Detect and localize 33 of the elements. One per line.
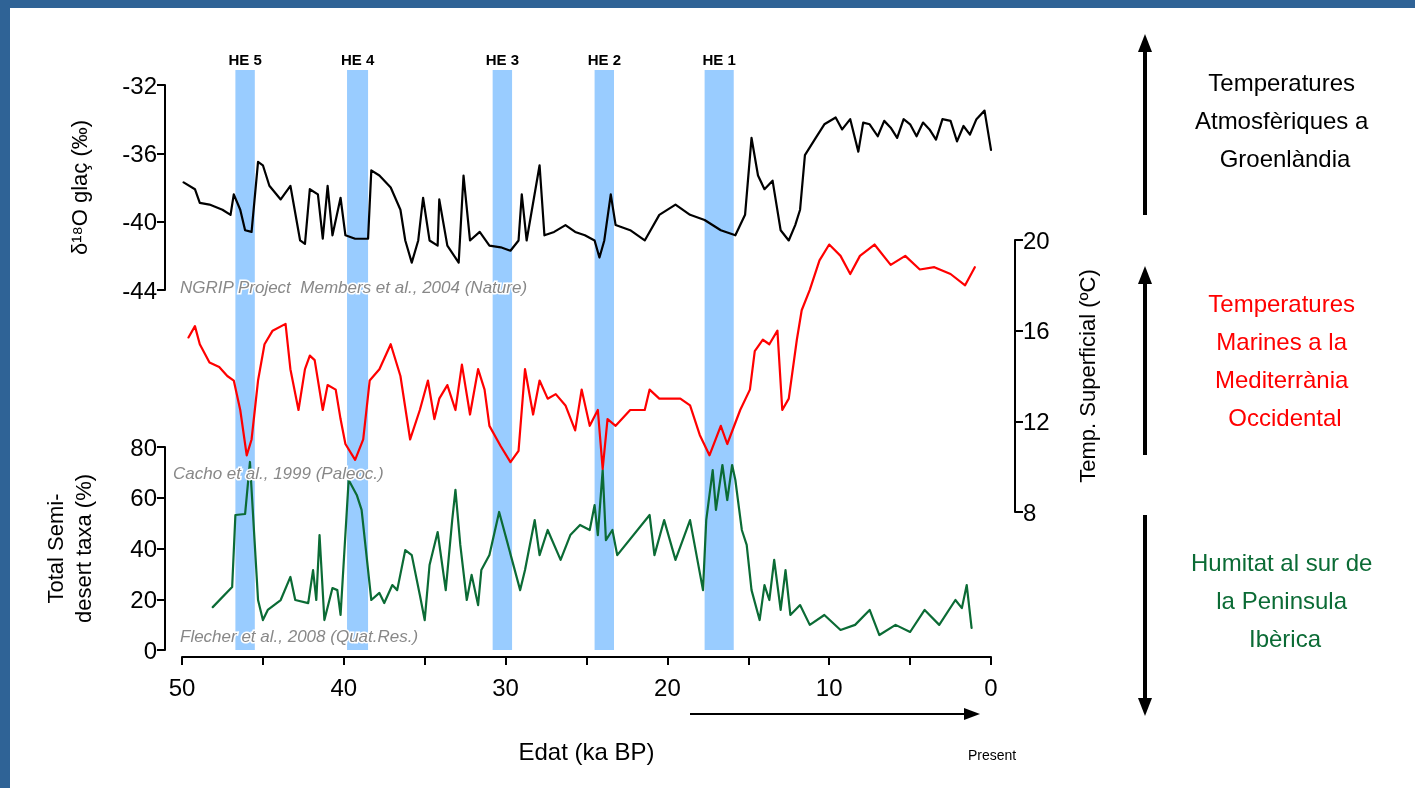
y-tick-label: -36 [122,139,157,167]
band-label: HE 5 [228,51,262,68]
band-label: HE 4 [340,51,375,68]
x-tick-label: 0 [984,673,998,701]
text: Humitat al sur de la Peninsula Ibèrica [1190,548,1380,652]
x-tick-label: 40 [330,673,358,701]
text: Present [968,747,1017,763]
y-tick-label: -40 [122,208,157,236]
band-label: HE 2 [587,51,621,68]
text: Temperatures Atmosfèriques a Groenlàndia [1194,68,1376,172]
band-label: HE 3 [485,51,520,68]
y-tick-label: 40 [130,535,157,562]
x-tick-label: 20 [654,673,681,701]
text: Temperatures Marines a la Mediterrània Occidental [1208,289,1362,431]
y-tick-label: 0 [143,636,157,664]
y-tick-label: 8 [1023,498,1037,526]
y-tick-label: 16 [1023,317,1050,345]
y-tick-label: -32 [122,71,157,99]
y-tick-label: 80 [130,433,157,461]
y-axis-title: δ¹⁸O glaç (‰) [66,119,92,256]
y-tick-label: 12 [1023,407,1050,435]
y-tick-label: 20 [130,585,157,613]
y-tick-label: -44 [122,276,157,304]
y-axis-title: Temp. Superficial (ºC) [1074,269,1100,483]
x-tick-label: 50 [168,673,196,701]
y-axis-title: Total Semi- desert taxa (%) [42,473,96,624]
y-tick-label: 60 [130,484,157,512]
x-tick-label: 10 [815,673,843,701]
band-label: HE 1 [702,51,736,68]
line-series [182,109,993,264]
x-axis-title: Edat (ka BP) [518,737,655,765]
y-tick-label: 20 [1023,226,1050,254]
x-tick-label: 30 [492,673,519,701]
